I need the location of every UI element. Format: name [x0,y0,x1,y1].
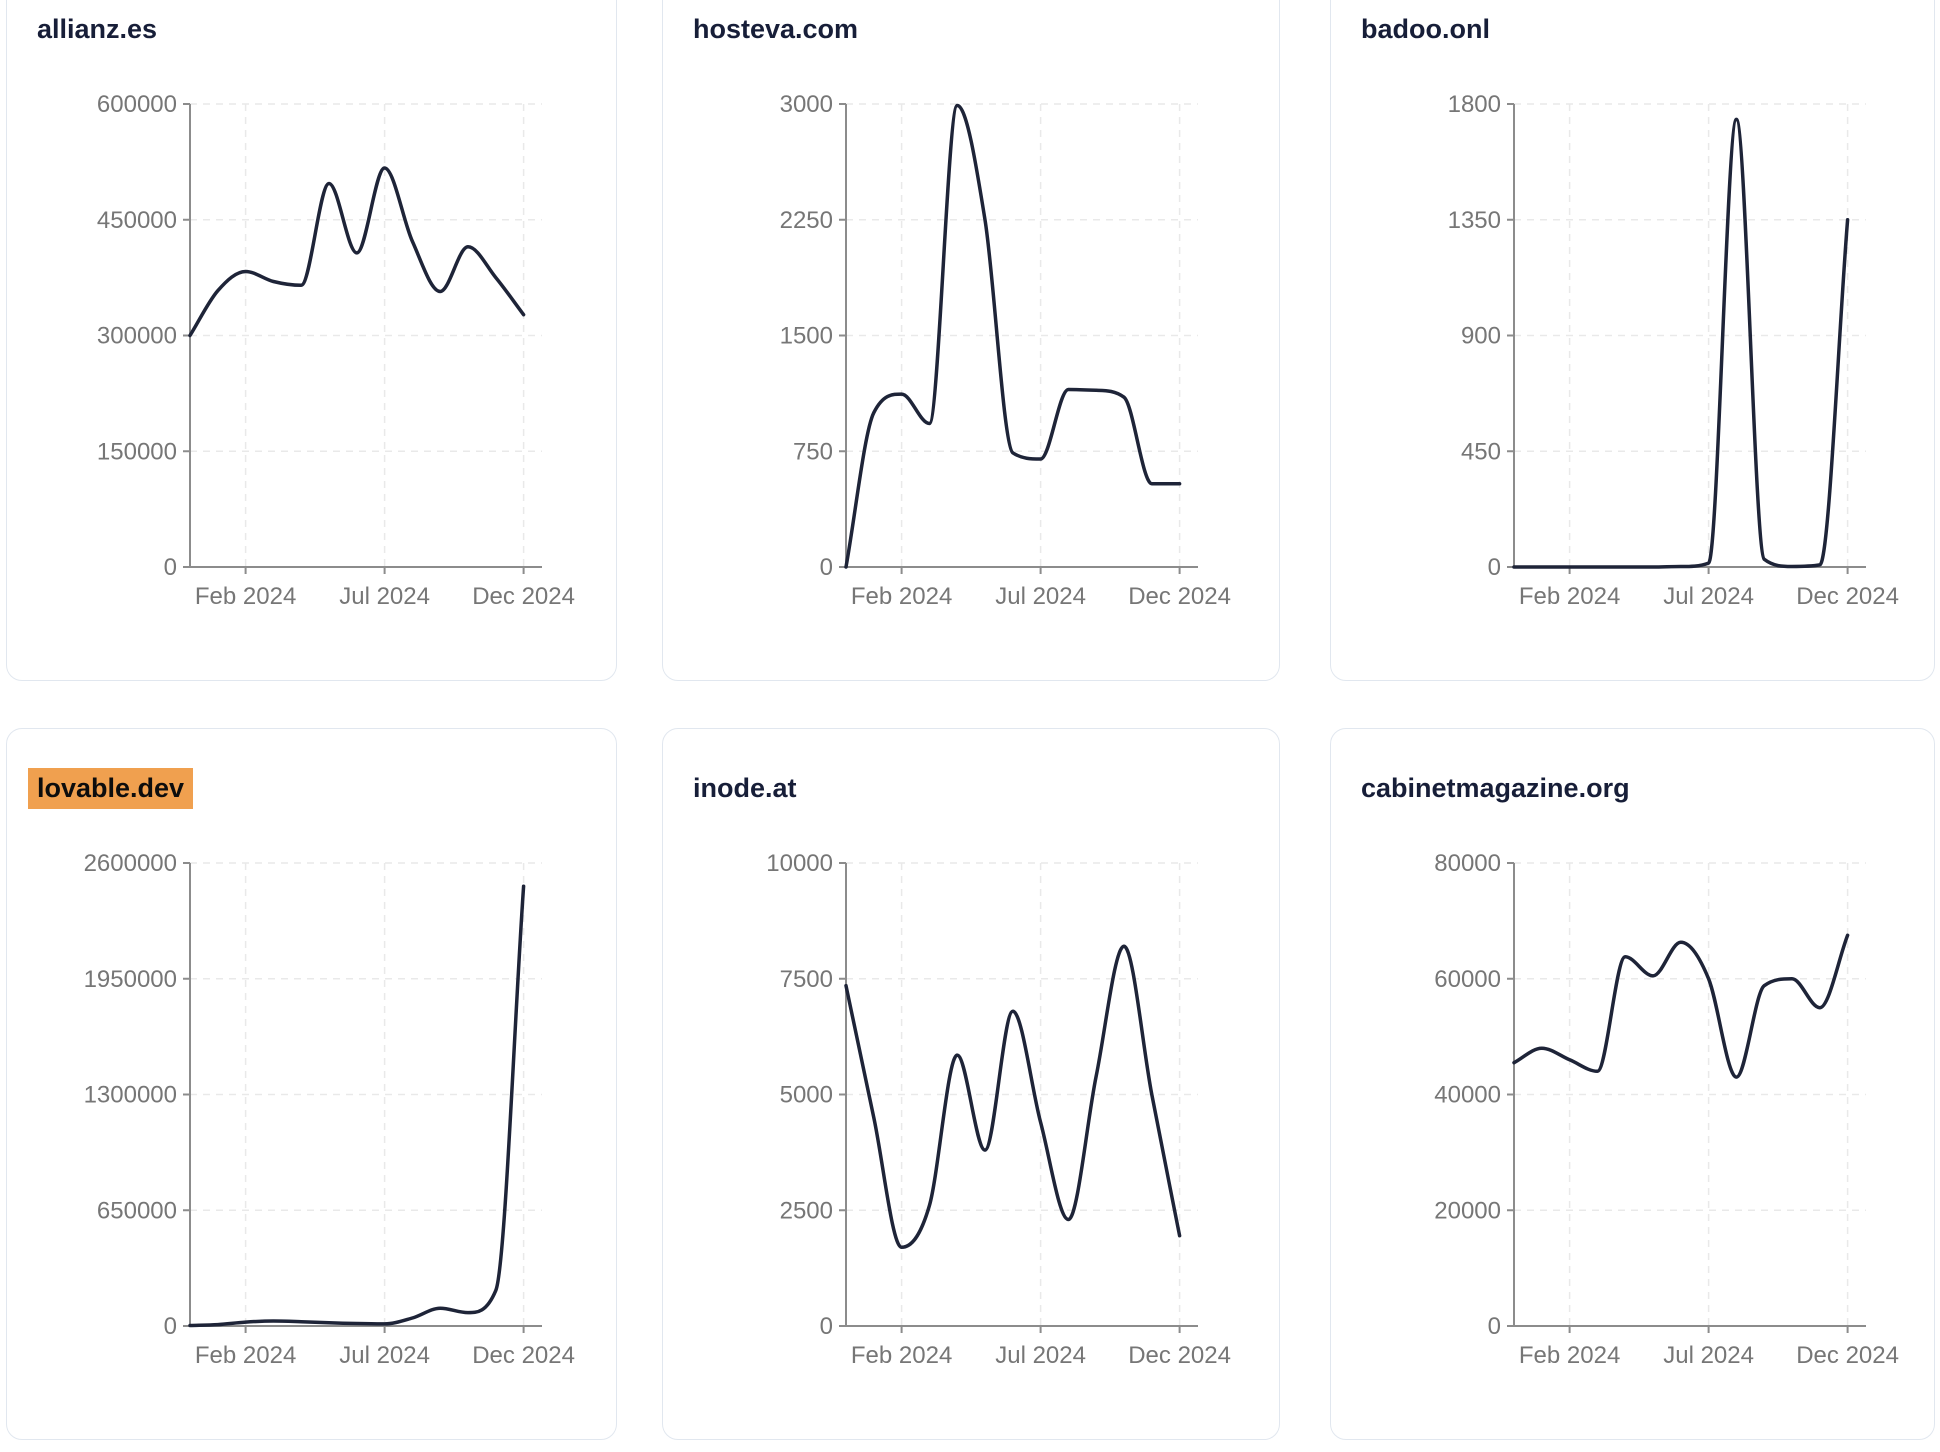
y-axis-label: 10000 [766,850,833,877]
axis-labels: 0 750 1500 2250 3000 Feb 2024 Jul 2024 Dec 2024 [780,91,1231,610]
chart-card-badoo: badoo.onl 0 450 900 1350 1800 Feb 2024 Jul 202… [1330,0,1935,681]
y-axis-label: 5000 [780,1082,833,1109]
y-axis-label: 1350 [1448,207,1501,234]
series-line [188,884,526,1328]
line-chart: 0 20000 40000 60000 80000 Feb 2024 Jul 2024 Dec… [1434,850,1899,1369]
chart-title[interactable]: allianz.es [37,14,158,44]
y-axis-label: 750 [793,438,833,465]
axes [183,862,542,1333]
chart-card-allianz: allianz.es 0 150000 300000 450000 600000 Feb … [6,0,617,681]
axes [839,103,1198,574]
line-chart: 0 650000 1300000 1950000 2600000 Feb 2024 Jul … [84,850,575,1369]
chart-title[interactable]: inode.at [693,773,797,803]
chart-title[interactable]: lovable.dev [28,768,194,810]
y-axis-label: 60000 [1434,966,1501,993]
line-chart: 0 450 900 1350 1800 Feb 2024 Jul 2024 Dec 2024 [1448,91,1899,610]
y-axis-label: 450 [1461,438,1501,465]
y-axis-label: 3000 [780,91,833,118]
x-axis-label: Dec 2024 [1128,583,1231,610]
x-axis-label: Jul 2024 [339,1342,430,1369]
chart-card-hosteva: hosteva.com 0 750 1500 2250 3000 Feb 2024 Jul … [662,0,1280,681]
x-axis-label: Jul 2024 [995,583,1086,610]
chart-card-cabinetmagazine: cabinetmagazine.org 0 20000 40000 60000 8000… [1330,728,1935,1440]
y-axis-label: 0 [1488,554,1501,581]
y-axis-label: 2600000 [84,850,177,877]
y-axis-label: 650000 [97,1197,177,1224]
y-axis-label: 900 [1461,323,1501,350]
axes [839,862,1198,1333]
y-axis-label: 2500 [780,1197,833,1224]
y-axis-label: 1500 [780,323,833,350]
axis-labels: 0 650000 1300000 1950000 2600000 Feb 2024 Jul … [84,850,575,1369]
x-axis-label: Dec 2024 [1796,1342,1899,1369]
y-axis-label: 80000 [1434,850,1501,877]
gridlines [1514,862,1866,1326]
x-axis-label: Feb 2024 [195,583,296,610]
axis-labels: 0 450 900 1350 1800 Feb 2024 Jul 2024 Dec 2024 [1448,91,1899,610]
axes [1507,103,1866,574]
y-axis-label: 450000 [97,207,177,234]
chart-title[interactable]: hosteva.com [693,14,859,44]
y-axis-label: 20000 [1434,1197,1501,1224]
y-axis-label: 0 [820,1313,833,1340]
x-axis-label: Jul 2024 [1663,583,1754,610]
chart-card-inode: inode.at 0 2500 5000 7500 10000 Feb 2024 Jul 2… [662,728,1280,1440]
x-axis-label: Feb 2024 [1519,583,1620,610]
y-axis-label: 1950000 [84,966,177,993]
x-axis-label: Dec 2024 [472,1342,575,1369]
x-axis-label: Feb 2024 [851,583,952,610]
line-chart: 0 2500 5000 7500 10000 Feb 2024 Jul 2024 Dec 20… [766,850,1231,1369]
y-axis-label: 0 [164,1313,177,1340]
y-axis-label: 7500 [780,966,833,993]
axis-labels: 0 20000 40000 60000 80000 Feb 2024 Jul 2024 Dec… [1434,850,1899,1369]
y-axis-label: 1800 [1448,91,1501,118]
y-axis-label: 150000 [97,438,177,465]
axis-labels: 0 150000 300000 450000 600000 Feb 2024 Jul 202… [97,91,575,610]
y-axis-label: 0 [820,554,833,581]
x-axis-label: Dec 2024 [472,583,575,610]
series-line [844,944,1182,1250]
gridlines [190,862,542,1326]
x-axis-label: Jul 2024 [1663,1342,1754,1369]
series-line [1512,117,1850,569]
x-axis-label: Dec 2024 [1128,1342,1231,1369]
line-chart: 0 150000 300000 450000 600000 Feb 2024 Jul 202… [97,91,575,610]
line-chart: 0 750 1500 2250 3000 Feb 2024 Jul 2024 Dec 2024 [780,91,1231,610]
series-line [1512,933,1850,1079]
y-axis-label: 40000 [1434,1082,1501,1109]
gridlines [846,103,1198,567]
y-axis-label: 1300000 [84,1082,177,1109]
gridlines [1514,103,1866,567]
y-axis-label: 300000 [97,323,177,350]
gridlines [846,862,1198,1326]
x-axis-label: Feb 2024 [1519,1342,1620,1369]
y-axis-label: 600000 [97,91,177,118]
axis-labels: 0 2500 5000 7500 10000 Feb 2024 Jul 2024 Dec 20… [766,850,1231,1369]
chart-title[interactable]: cabinetmagazine.org [1361,773,1630,803]
axes [183,103,542,574]
y-axis-label: 2250 [780,207,833,234]
series-line [188,166,526,338]
x-axis-label: Jul 2024 [995,1342,1086,1369]
axes [1507,862,1866,1333]
x-axis-label: Feb 2024 [195,1342,296,1369]
y-axis-label: 0 [1488,1313,1501,1340]
x-axis-label: Jul 2024 [339,583,430,610]
y-axis-label: 0 [164,554,177,581]
x-axis-label: Feb 2024 [851,1342,952,1369]
series-line [844,103,1182,569]
x-axis-label: Dec 2024 [1796,583,1899,610]
chart-card-lovable: lovable.dev 0 650000 1300000 1950000 2600000… [6,728,617,1440]
gridlines [190,103,542,567]
chart-title[interactable]: badoo.onl [1361,14,1490,44]
